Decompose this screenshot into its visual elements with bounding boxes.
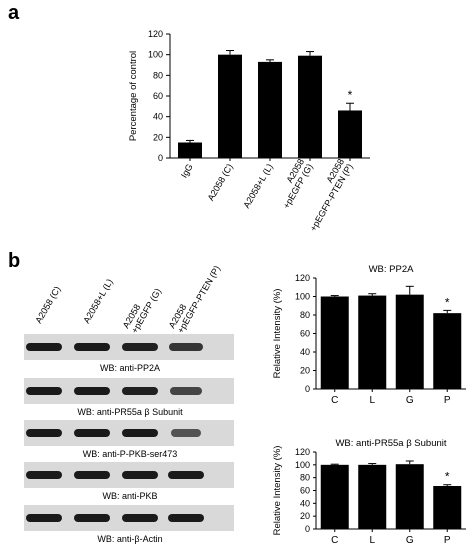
- panel-letter-a: a: [8, 2, 20, 24]
- chart-b-top-category-label: C: [331, 395, 338, 406]
- chart-a-y-tick-label: 40: [153, 112, 163, 122]
- chart-a-category-label: A2058 (C): [206, 162, 235, 203]
- chart-b-top-category-label: P: [444, 395, 451, 406]
- chart-b-bottom-bar: [395, 464, 424, 529]
- chart-a-bar: [178, 142, 202, 158]
- blot-band: [26, 471, 62, 479]
- chart-b-top-bar: [358, 295, 387, 389]
- chart-a-y-tick-label: 80: [153, 70, 163, 80]
- chart-b-bottom-y-tick-label: 80: [300, 473, 310, 483]
- chart-a-category-label: A2058+L (L): [241, 162, 274, 210]
- blot-band: [122, 429, 158, 437]
- blot-band: [122, 514, 158, 522]
- chart-b-bottom-category-label: P: [444, 535, 451, 546]
- blot-strip: [24, 334, 234, 360]
- chart-b-top-y-tick-label: 60: [300, 329, 310, 339]
- chart-b-top-bar: [395, 294, 424, 389]
- chart-b-top-y-tick-label: 120: [295, 273, 310, 283]
- chart-b-top-y-tick-label: 100: [295, 292, 310, 302]
- chart-b-top-bar: [433, 313, 462, 389]
- chart-b-bottom-y-tick-label: 120: [295, 447, 310, 457]
- chart-b-bottom-y-tick-label: 100: [295, 460, 310, 470]
- chart-a-bar: [338, 110, 362, 158]
- chart-a-significance-marker: *: [348, 88, 353, 102]
- blot-band: [74, 514, 110, 522]
- chart-a-y-tick-label: 0: [158, 153, 163, 163]
- blot-band: [26, 514, 62, 522]
- chart-a-y-tick-label: 20: [153, 132, 163, 142]
- chart-a-y-tick-label: 60: [153, 91, 163, 101]
- chart-b-bottom-title: WB: anti-PR55a β Subunit: [335, 438, 446, 449]
- blot-row-label: WB: anti-PKB: [102, 491, 158, 501]
- blot-strip: [24, 378, 234, 404]
- chart-b-bottom-category-label: L: [369, 535, 375, 546]
- blot-row-label: WB: anti-PP2A: [99, 363, 161, 373]
- blot-band: [26, 429, 62, 437]
- chart-b-top-y-axis-label: Relative Intensity (%): [272, 289, 283, 379]
- chart-b-top-category-label: G: [406, 395, 414, 406]
- blot-row-label: WB: anti-β-Actin: [97, 534, 163, 544]
- chart-b-top-bar: [320, 296, 349, 389]
- chart-b-top-y-tick-label: 0: [305, 384, 310, 394]
- blot-band: [74, 343, 110, 351]
- chart-a-bar: [258, 61, 282, 158]
- blot-band: [122, 471, 158, 479]
- blot-row-label: WB: anti-PR55a β Subunit: [77, 407, 183, 417]
- blot-band: [74, 471, 110, 479]
- chart-b-top-y-tick-label: 80: [300, 310, 310, 320]
- chart-b-bottom-y-tick-label: 0: [305, 524, 310, 534]
- blot-band: [122, 343, 158, 351]
- chart-b-top-significance-marker: *: [445, 295, 450, 309]
- blot-band: [74, 387, 110, 395]
- panel-letter-b: b: [8, 250, 21, 272]
- blot-band: [168, 471, 204, 479]
- chart-b-bottom-bar: [358, 464, 387, 529]
- blot-strip: [24, 505, 234, 531]
- chart-b-bottom-y-tick-label: 60: [300, 486, 310, 496]
- chart-b-bottom-significance-marker: *: [445, 470, 450, 484]
- chart-b-bottom-bar: [433, 486, 462, 529]
- blot-band: [169, 343, 203, 351]
- chart-b-bottom-y-tick-label: 20: [300, 511, 310, 521]
- blot-row-label: WB: anti-P-PKB-ser473: [82, 449, 178, 459]
- chart-a-category-label: A2058+pEGFP (G): [272, 157, 314, 210]
- blot-band: [26, 387, 62, 395]
- chart-a-category-label: IgG: [179, 162, 195, 180]
- chart-a-bar: [218, 54, 242, 158]
- blot-band: [74, 429, 110, 437]
- blot-band: [122, 387, 158, 395]
- chart-b-bottom-bar: [320, 464, 349, 529]
- chart-b-top-category-label: L: [369, 395, 375, 406]
- chart-b-top-title: WB: PP2A: [369, 264, 415, 275]
- blot-band: [26, 343, 62, 351]
- chart-a-bar: [298, 55, 322, 159]
- chart-b-bottom-y-axis-label: Relative Intensity (%): [272, 446, 283, 536]
- chart-b-top-y-tick-label: 40: [300, 347, 310, 357]
- blot-band: [170, 387, 202, 395]
- blot-strip: [24, 462, 234, 488]
- chart-a-y-tick-label: 120: [148, 29, 163, 39]
- chart-b-bottom-category-label: G: [406, 535, 414, 546]
- chart-a-y-axis-label: Percentage of control: [128, 51, 139, 141]
- blot-band: [170, 429, 202, 437]
- chart-b-top-y-tick-label: 20: [300, 366, 310, 376]
- blot-band: [168, 514, 204, 522]
- chart-b-bottom-y-tick-label: 40: [300, 498, 310, 508]
- chart-a-y-tick-label: 100: [148, 50, 163, 60]
- blot-strip: [24, 420, 234, 446]
- chart-b-bottom-category-label: C: [331, 535, 338, 546]
